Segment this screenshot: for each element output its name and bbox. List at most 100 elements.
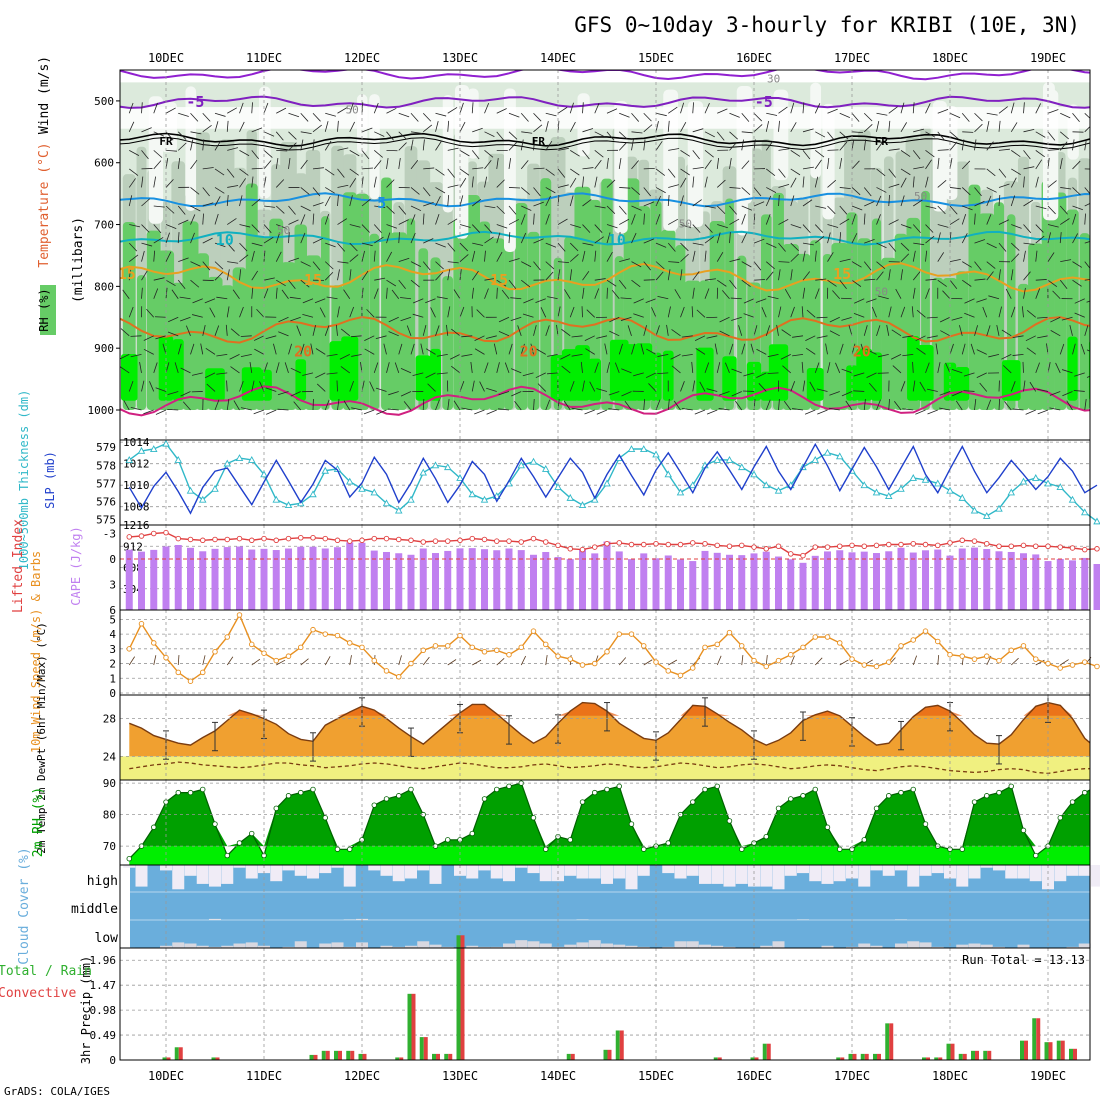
- wind-barb: [767, 372, 779, 374]
- wind-barb: [668, 218, 679, 225]
- precip-conv-bar: [877, 1053, 881, 1060]
- wind-barb: [1012, 335, 1024, 338]
- wind-barb: [453, 289, 461, 299]
- lifted-marker: [506, 538, 512, 544]
- wind-barb: [668, 106, 678, 114]
- wind-barb: [618, 157, 622, 169]
- wind-barb: [606, 157, 609, 169]
- wind-barb: [561, 365, 571, 374]
- wind-barb: [816, 335, 828, 339]
- wind-barb: [388, 331, 399, 337]
- wind-barb: [545, 242, 557, 248]
- precip-conv-bar: [1060, 1040, 1065, 1060]
- wind-barb: [631, 205, 642, 211]
- lifted-marker: [138, 533, 145, 539]
- thickness-marker: [260, 470, 268, 478]
- wind-barb: [530, 343, 534, 355]
- wind-barb: [230, 366, 240, 374]
- wind-barb: [1084, 139, 1087, 151]
- precip-total-bar: [848, 1053, 853, 1060]
- cape-bar: [726, 554, 733, 610]
- wind-barb: [165, 149, 177, 152]
- wind-barb: [681, 407, 693, 411]
- wind-barb: [986, 141, 994, 151]
- wind-barb: [680, 253, 689, 262]
- wind-barb: [436, 353, 448, 357]
- wind-barb: [533, 213, 535, 225]
- wind-barb: [239, 242, 248, 252]
- wind-barb: [937, 252, 945, 262]
- lifted-marker: [935, 542, 941, 549]
- wind-barb: [584, 335, 595, 342]
- wind-barb: [1074, 312, 1085, 318]
- wind-barb: [349, 306, 355, 318]
- wind-barb: [300, 343, 305, 355]
- wind-barb: [510, 297, 522, 300]
- wind-barb: [667, 120, 670, 132]
- wind-barb: [767, 353, 779, 358]
- wind-barb: [410, 187, 420, 195]
- wind-barb: [802, 271, 811, 281]
- wind-barb: [508, 232, 511, 244]
- wind-barb: [949, 343, 954, 355]
- rh-bright-column: [120, 354, 138, 401]
- wind-barb: [986, 399, 992, 411]
- wind-barb: [216, 372, 228, 375]
- wind-barb: [1059, 131, 1069, 140]
- wind-barb: [122, 289, 130, 299]
- wind-barb: [778, 242, 786, 252]
- cape-bar: [824, 551, 831, 610]
- wind-barb: [758, 383, 767, 392]
- wind-barb: [1010, 253, 1020, 262]
- rh-bright-column: [588, 358, 602, 401]
- wind-barb: [998, 183, 1010, 188]
- wind-barb: [692, 150, 700, 160]
- wind-barb: [496, 287, 498, 299]
- wind-barb: [557, 120, 560, 132]
- wind-barb: [888, 106, 898, 114]
- wind-barb: [963, 390, 975, 392]
- wind-barb: [949, 279, 958, 290]
- lifted-marker: [1081, 546, 1088, 553]
- legend-rh-label: RH (%): [37, 288, 51, 331]
- rh2m-marker: [236, 840, 243, 846]
- date-label-top: 16DEC: [736, 51, 772, 65]
- cloud-high-gap: [1054, 865, 1067, 882]
- side-label-convective: Convective: [0, 986, 76, 1001]
- wind-barb: [988, 295, 1000, 300]
- rh2m-marker: [212, 821, 218, 827]
- wind-speed-marker: [959, 653, 966, 659]
- wind-barb: [1059, 205, 1068, 215]
- wind-barb: [998, 306, 1002, 318]
- wind-barb: [300, 279, 310, 288]
- wind-barb: [704, 159, 712, 170]
- wind-barb: [366, 309, 375, 318]
- thickness-marker: [578, 501, 587, 509]
- thickness-marker: [186, 486, 195, 494]
- cloud-high-gap: [625, 865, 638, 890]
- cloud-level-bar: [699, 944, 711, 948]
- wind-barb: [1060, 659, 1069, 666]
- wind-barb: [275, 157, 279, 169]
- cloud-level-bar: [294, 941, 307, 948]
- wind-barb: [1047, 224, 1059, 228]
- wind-barb: [606, 224, 618, 229]
- cape-bar: [885, 551, 893, 610]
- rh2m-marker: [641, 846, 647, 852]
- cloud-level-label: high: [87, 874, 118, 889]
- wind-barb: [594, 159, 602, 170]
- wind-barb: [814, 362, 820, 374]
- wind-barb: [765, 120, 770, 132]
- wind-barb: [141, 127, 152, 133]
- rh2m-marker: [200, 786, 206, 793]
- wind-barb: [979, 382, 988, 392]
- cloud-high-gap: [723, 865, 736, 887]
- wind-barb: [251, 270, 259, 281]
- wind-barb: [485, 335, 497, 339]
- wind-barb: [680, 168, 690, 176]
- wind-barb: [631, 187, 641, 195]
- thickness-marker: [737, 463, 746, 471]
- wind-barb: [326, 372, 338, 375]
